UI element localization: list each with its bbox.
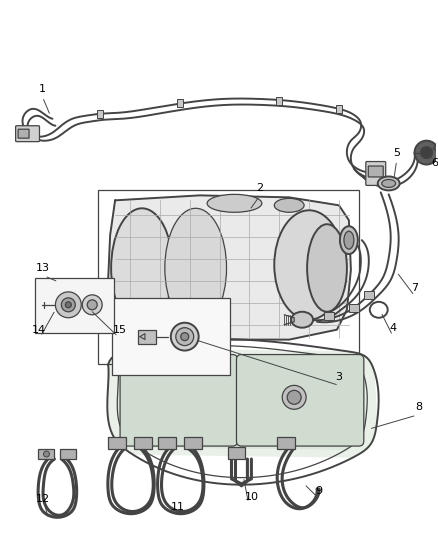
Circle shape <box>87 300 97 310</box>
Ellipse shape <box>176 328 194 345</box>
Text: 6: 6 <box>431 158 438 167</box>
Bar <box>98 190 359 365</box>
Ellipse shape <box>382 180 396 188</box>
Ellipse shape <box>378 176 399 190</box>
Ellipse shape <box>207 195 262 212</box>
Text: 5: 5 <box>393 148 400 158</box>
Text: 11: 11 <box>171 502 185 512</box>
Ellipse shape <box>282 385 306 409</box>
Polygon shape <box>108 350 377 457</box>
FancyBboxPatch shape <box>368 166 383 177</box>
Text: 2: 2 <box>256 183 263 193</box>
Bar <box>97 110 103 118</box>
FancyBboxPatch shape <box>18 129 29 138</box>
Text: 8: 8 <box>415 402 422 412</box>
Text: 7: 7 <box>411 283 418 293</box>
Ellipse shape <box>181 333 189 341</box>
Ellipse shape <box>165 208 226 328</box>
Circle shape <box>43 451 49 457</box>
Bar <box>35 278 114 333</box>
Bar <box>39 449 54 459</box>
Text: 15: 15 <box>113 325 127 335</box>
Circle shape <box>82 295 102 315</box>
FancyBboxPatch shape <box>16 126 39 142</box>
Bar <box>349 304 359 312</box>
Bar <box>134 437 152 449</box>
Polygon shape <box>108 196 351 340</box>
Bar <box>112 298 230 375</box>
Bar <box>158 437 176 449</box>
Circle shape <box>65 302 71 308</box>
Circle shape <box>61 298 75 312</box>
Bar <box>138 330 156 344</box>
Bar <box>184 437 201 449</box>
Polygon shape <box>118 354 366 449</box>
Text: 3: 3 <box>336 373 343 382</box>
Ellipse shape <box>171 322 199 351</box>
Ellipse shape <box>287 390 301 405</box>
Bar <box>60 449 76 459</box>
Text: 1: 1 <box>39 84 46 94</box>
Circle shape <box>414 141 438 165</box>
Circle shape <box>420 147 432 158</box>
Ellipse shape <box>274 211 344 320</box>
Ellipse shape <box>291 312 313 328</box>
Bar <box>276 97 282 105</box>
Bar <box>177 99 183 107</box>
Text: 13: 13 <box>35 263 49 273</box>
Ellipse shape <box>111 208 173 328</box>
Bar <box>324 312 334 320</box>
Bar <box>277 437 295 449</box>
Bar <box>364 291 374 299</box>
Circle shape <box>56 292 81 318</box>
Text: 9: 9 <box>315 486 323 496</box>
Ellipse shape <box>344 231 354 249</box>
Ellipse shape <box>274 198 304 212</box>
Text: 14: 14 <box>32 325 46 335</box>
FancyBboxPatch shape <box>120 354 237 446</box>
Text: 10: 10 <box>244 492 258 502</box>
FancyBboxPatch shape <box>366 161 386 185</box>
Ellipse shape <box>307 224 347 312</box>
FancyBboxPatch shape <box>237 354 364 446</box>
Bar <box>336 105 342 113</box>
Bar <box>227 447 245 459</box>
Text: 4: 4 <box>389 322 396 333</box>
Text: 12: 12 <box>35 494 49 504</box>
Bar <box>108 437 126 449</box>
Ellipse shape <box>340 226 358 254</box>
